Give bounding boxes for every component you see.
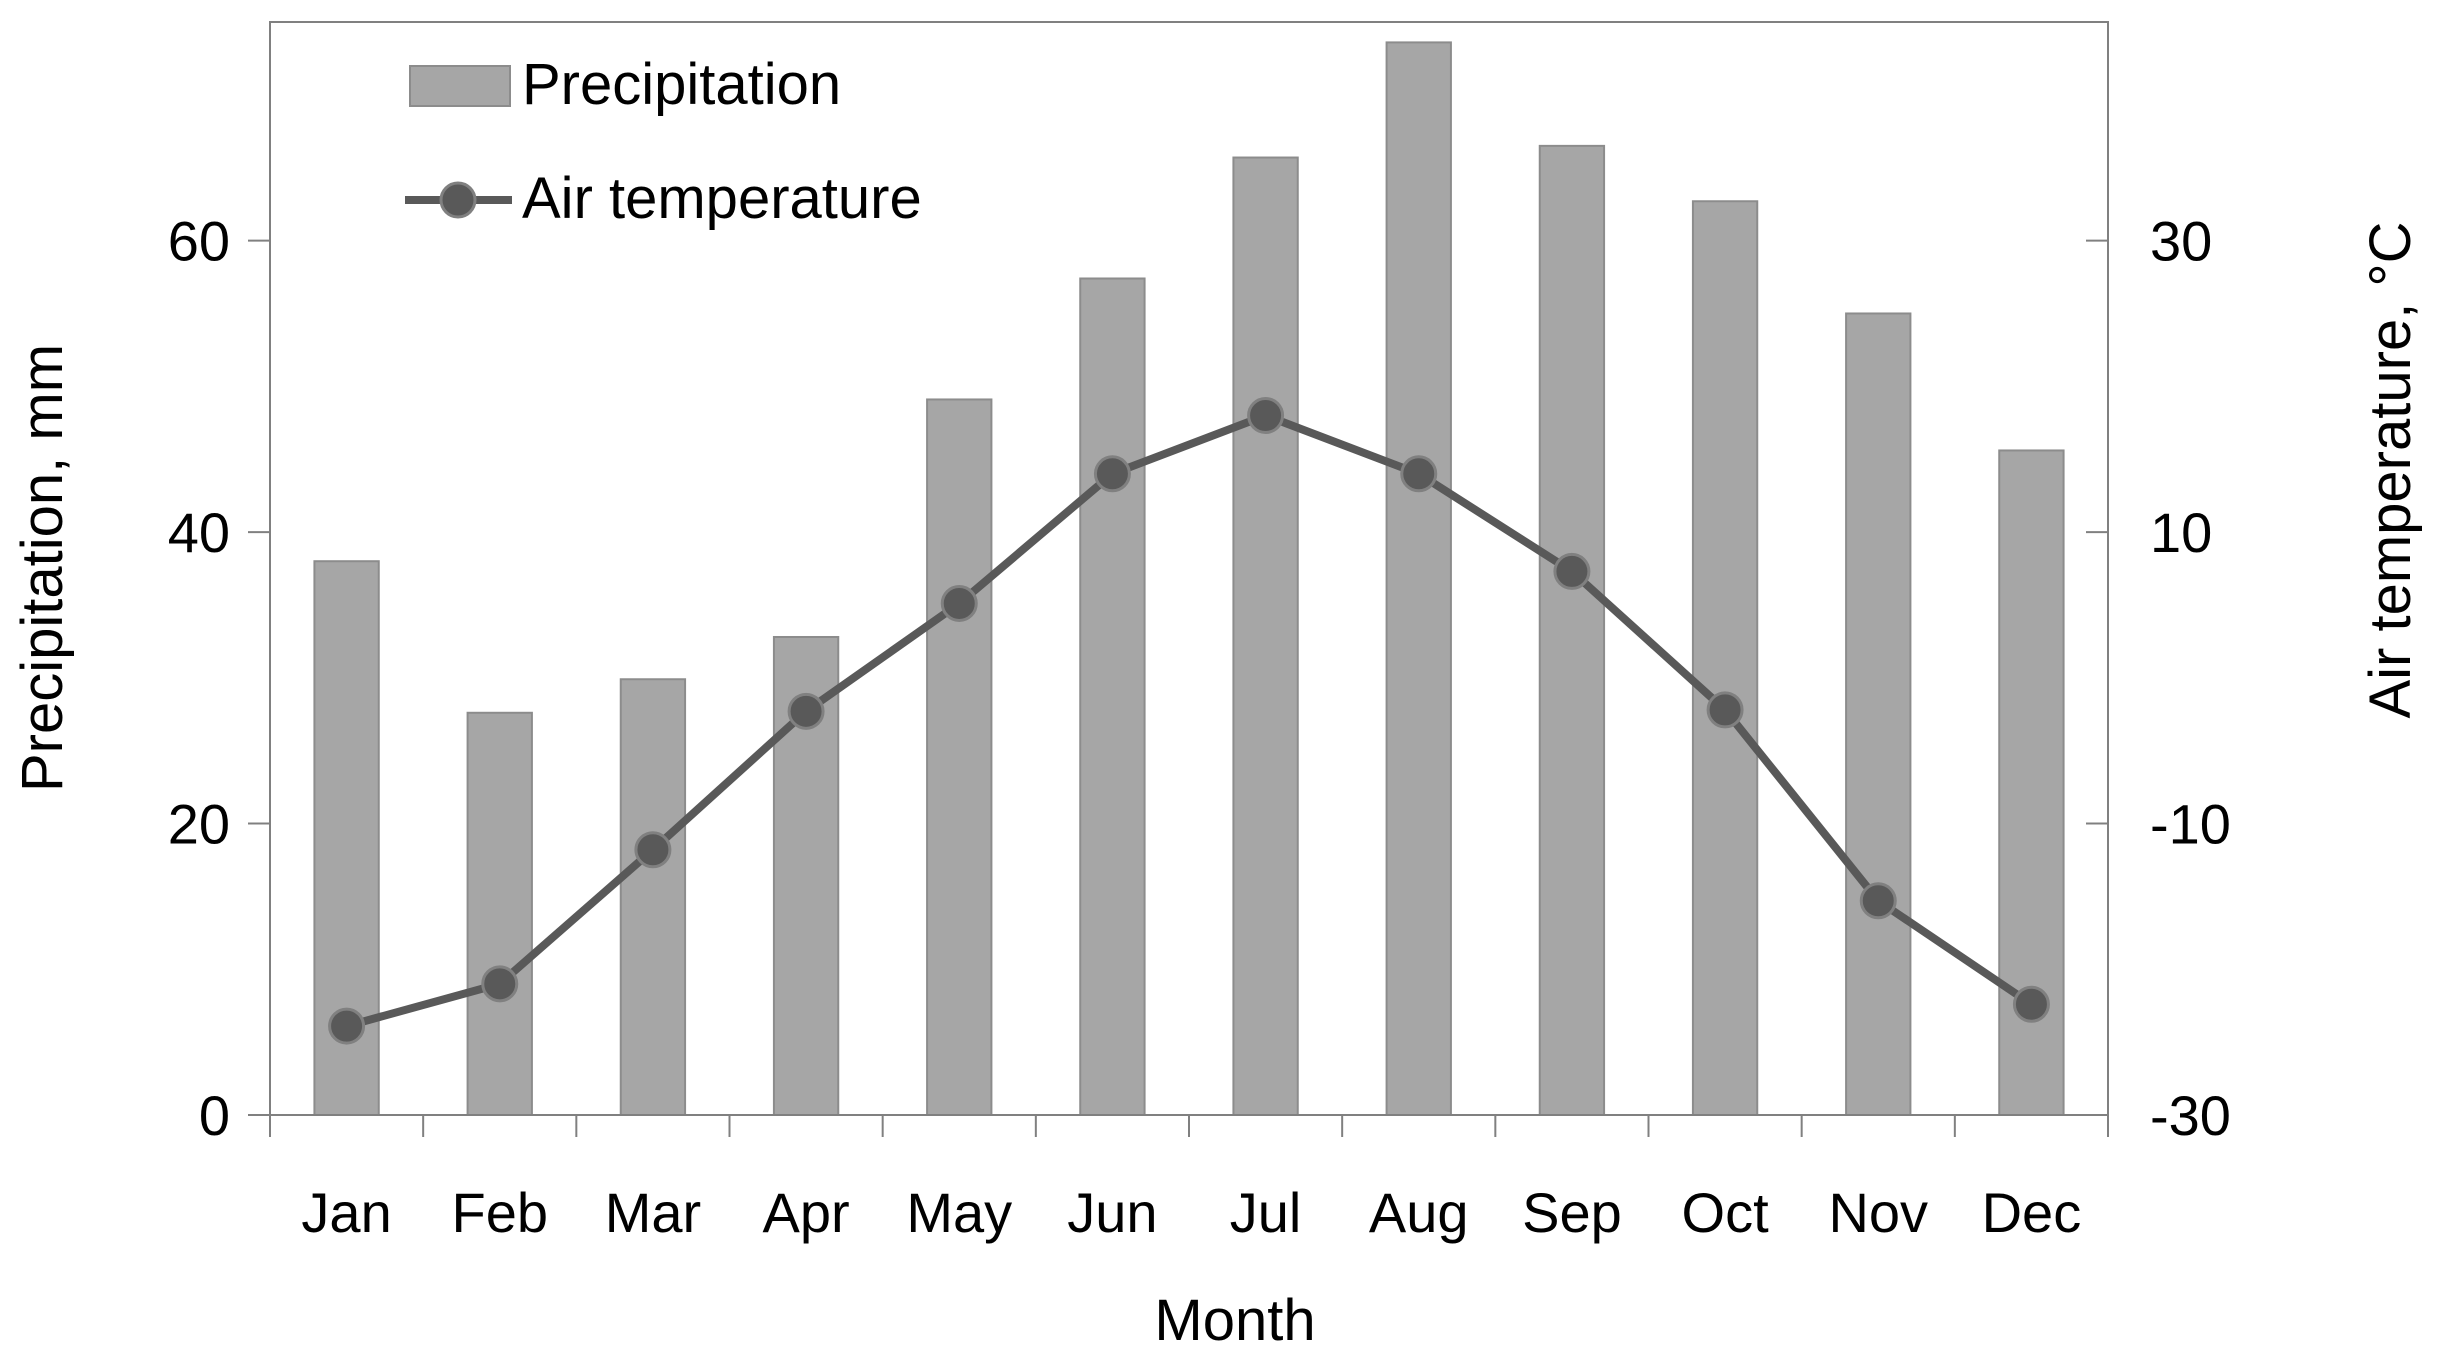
temp-point-jan — [328, 1007, 366, 1045]
x-tick-label-aug: Aug — [1369, 1181, 1469, 1244]
bar-jun — [1079, 277, 1146, 1116]
x-tick-label-jun: Jun — [1067, 1181, 1157, 1244]
y2-tick-label: 30 — [2150, 210, 2212, 273]
bar-may — [926, 398, 993, 1116]
bar-mar — [619, 678, 687, 1116]
temp-point-jun — [1093, 455, 1131, 493]
temp-point-oct — [1706, 691, 1744, 729]
temp-point-aug — [1400, 455, 1438, 493]
x-tick-label-apr: Apr — [763, 1181, 850, 1244]
temp-point-mar — [634, 831, 672, 869]
bar-sep — [1538, 144, 1606, 1116]
x-tick-label-nov: Nov — [1828, 1181, 1928, 1244]
bar-aug — [1385, 41, 1452, 1116]
legend: Precipitation Air temperature — [405, 52, 922, 231]
temp-point-nov — [1859, 882, 1897, 920]
temp-point-may — [940, 584, 978, 622]
temp-point-sep — [1553, 552, 1591, 590]
y2-tick-label: -10 — [2150, 793, 2231, 856]
bar-nov — [1845, 312, 1912, 1116]
y-tick-label: 40 — [168, 501, 230, 564]
y-axis-title: Precipitation, mm — [10, 344, 75, 792]
y-tick-label: 20 — [168, 793, 230, 856]
x-tick-label-jan: Jan — [301, 1181, 391, 1244]
line-group — [328, 396, 2050, 1045]
y2-tick-label: 10 — [2150, 501, 2212, 564]
x-axis-title: Month — [1154, 1288, 1315, 1353]
y-tick-label: 0 — [199, 1084, 230, 1147]
bar-feb — [466, 711, 533, 1116]
bar-oct — [1691, 200, 1759, 1116]
x-tick-label-sep: Sep — [1522, 1181, 1622, 1244]
x-tick-label-feb: Feb — [452, 1181, 549, 1244]
legend-precipitation-label: Precipitation — [522, 52, 841, 117]
temp-point-dec — [2012, 985, 2050, 1023]
air-temperature-line — [345, 411, 2034, 1030]
y2-tick-label: -30 — [2150, 1084, 2231, 1147]
x-tick-label-jul: Jul — [1230, 1181, 1302, 1244]
temp-point-jul — [1247, 396, 1285, 434]
legend-line-marker — [439, 181, 477, 219]
y-tick-label: 60 — [168, 210, 230, 273]
temp-point-apr — [787, 692, 825, 730]
legend-air-temperature-label: Air temperature — [522, 166, 922, 231]
bar-jul — [1232, 156, 1299, 1117]
x-tick-label-oct: Oct — [1682, 1181, 1770, 1244]
legend-bar-swatch — [409, 65, 511, 107]
x-tick-label-mar: Mar — [605, 1181, 701, 1244]
y2-axis-title: Air temperature, °C — [2358, 221, 2423, 718]
temp-point-feb — [481, 965, 519, 1003]
axes-group: Jan Feb Mar Apr May Jun Jul Aug Sep Oct Nov Dec 0 20 4… — [168, 210, 2231, 1244]
x-tick-label-may: May — [906, 1181, 1012, 1244]
x-tick-label-dec: Dec — [1982, 1181, 2082, 1244]
